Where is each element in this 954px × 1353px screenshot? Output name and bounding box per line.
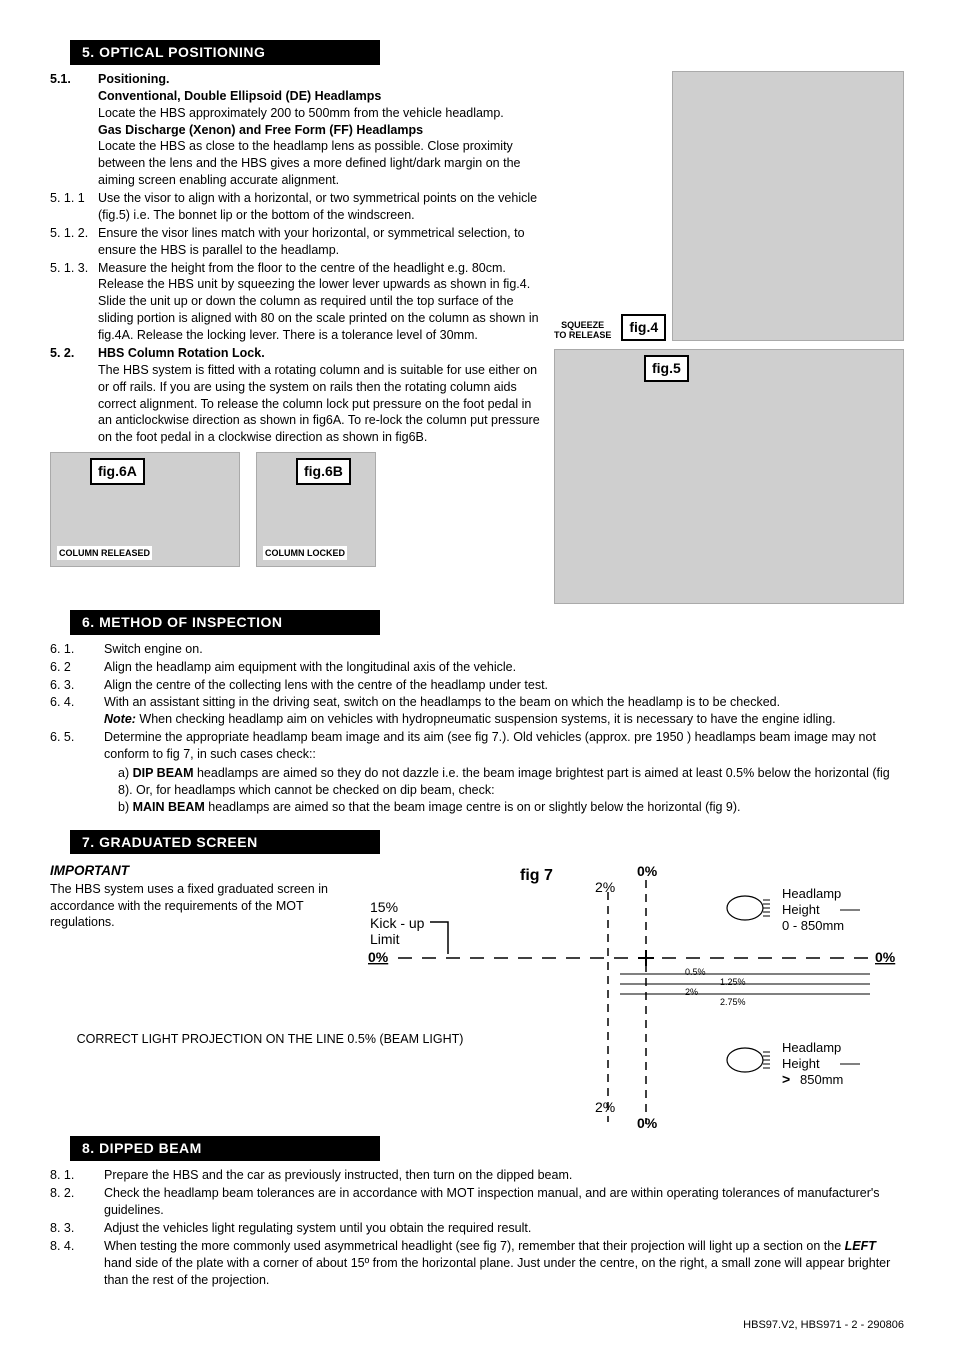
s63-text: Align the centre of the collecting lens … — [104, 677, 904, 694]
fig7-diagram: fig 7 0% 2% 15% Kick - up Limit 0% 0% 0.… — [340, 862, 904, 1132]
section-5-body: 5.1. Positioning. Conventional, Double E… — [50, 71, 904, 604]
s511-text: Use the visor to align with a horizontal… — [98, 190, 540, 224]
page-footer: HBS97.V2, HBS971 - 2 - 290806 — [50, 1318, 904, 1333]
important-label: IMPORTANT — [50, 862, 330, 880]
s52-text: The HBS system is fitted with a rotating… — [98, 362, 540, 446]
s64-note: When checking headlamp aim on vehicles w… — [136, 712, 836, 726]
svg-text:0%: 0% — [637, 863, 658, 879]
svg-text:0%: 0% — [875, 949, 896, 965]
s51-text1: Locate the HBS approximately 200 to 500m… — [98, 105, 540, 122]
s513-text: Measure the height from the floor to the… — [98, 260, 540, 344]
s64-text: With an assistant sitting in the driving… — [104, 695, 780, 709]
s52-num: 5. 2. — [50, 345, 98, 446]
section-6-body: 6. 1.Switch engine on. 6. 2Align the hea… — [50, 641, 904, 816]
s65b: b) MAIN BEAM headlamps are aimed so that… — [118, 799, 904, 816]
section-6-header: 6. METHOD OF INSPECTION — [70, 610, 380, 635]
fig6-row: fig.6A COLUMN RELEASED fig.6B COLUMN LOC… — [50, 452, 540, 567]
s51-title: Positioning. — [98, 71, 540, 88]
important-text: The HBS system uses a fixed graduated sc… — [50, 881, 330, 932]
svg-text:850mm: 850mm — [800, 1072, 843, 1087]
s83-num: 8. 3. — [50, 1220, 104, 1237]
s513-num: 5. 1. 3. — [50, 260, 98, 344]
svg-text:Headlamp: Headlamp — [782, 886, 841, 901]
s65-num: 6. 5. — [50, 729, 104, 763]
s62-num: 6. 2 — [50, 659, 104, 676]
s512-num: 5. 1. 2. — [50, 225, 98, 259]
section-7-header: 7. GRADUATED SCREEN — [70, 830, 380, 855]
s52-title: HBS Column Rotation Lock. — [98, 345, 540, 362]
squeeze-caption: SQUEEZE TO RELEASE — [554, 321, 611, 341]
svg-text:15%: 15% — [370, 899, 398, 915]
section-8-header: 8. DIPPED BEAM — [70, 1136, 380, 1161]
col-locked-caption: COLUMN LOCKED — [263, 546, 347, 560]
fig6a-image: COLUMN RELEASED — [50, 452, 240, 567]
s64-num: 6. 4. — [50, 694, 104, 728]
svg-text:Headlamp: Headlamp — [782, 1040, 841, 1055]
svg-text:2.75%: 2.75% — [720, 997, 746, 1007]
fig6b-label: fig.6B — [296, 458, 351, 485]
svg-text:2%: 2% — [595, 1099, 615, 1115]
s511-num: 5. 1. 1 — [50, 190, 98, 224]
s82-text: Check the headlamp beam tolerances are i… — [104, 1185, 904, 1219]
section-5-header: 5. OPTICAL POSITIONING — [70, 40, 380, 65]
fig5-label: fig.5 — [644, 355, 689, 382]
s61-num: 6. 1. — [50, 641, 104, 658]
s51-sub2: Gas Discharge (Xenon) and Free Form (FF)… — [98, 122, 540, 139]
fig5-image — [554, 349, 904, 604]
s84-num: 8. 4. — [50, 1238, 104, 1289]
section-7-body: IMPORTANT The HBS system uses a fixed gr… — [50, 862, 904, 1132]
s82-num: 8. 2. — [50, 1185, 104, 1219]
svg-text:0%: 0% — [368, 949, 389, 965]
svg-text:0%: 0% — [637, 1115, 658, 1131]
svg-text:2%: 2% — [685, 987, 698, 997]
s51-num: 5.1. — [50, 71, 98, 189]
s51-text2: Locate the HBS as close to the headlamp … — [98, 138, 540, 189]
s65-text: Determine the appropriate headlamp beam … — [104, 729, 904, 763]
s65a: a) DIP BEAM headlamps are aimed so they … — [118, 765, 904, 799]
s81-num: 8. 1. — [50, 1167, 104, 1184]
fig6a-label: fig.6A — [90, 458, 145, 485]
svg-text:Kick - up: Kick - up — [370, 915, 425, 931]
s61-text: Switch engine on. — [104, 641, 904, 658]
s51-sub1: Conventional, Double Ellipsoid (DE) Head… — [98, 88, 540, 105]
svg-text:2%: 2% — [595, 879, 615, 895]
s83-text: Adjust the vehicles light regulating sys… — [104, 1220, 904, 1237]
s64-note-label: Note: — [104, 712, 136, 726]
svg-text:Height: Height — [782, 1056, 820, 1071]
s81-text: Prepare the HBS and the car as previousl… — [104, 1167, 904, 1184]
fig4-image — [672, 71, 904, 341]
svg-text:Height: Height — [782, 902, 820, 917]
s63-num: 6. 3. — [50, 677, 104, 694]
fig4-label: fig.4 — [621, 314, 666, 341]
col-released-caption: COLUMN RELEASED — [57, 546, 152, 560]
s62-text: Align the headlamp aim equipment with th… — [104, 659, 904, 676]
svg-text:1.25%: 1.25% — [720, 977, 746, 987]
svg-text:>: > — [782, 1071, 790, 1087]
svg-text:fig 7: fig 7 — [520, 867, 553, 884]
svg-text:0.5%: 0.5% — [685, 967, 706, 977]
svg-text:Limit: Limit — [370, 931, 400, 947]
s512-text: Ensure the visor lines match with your h… — [98, 225, 540, 259]
svg-text:0 - 850mm: 0 - 850mm — [782, 918, 844, 933]
section-8-body: 8. 1.Prepare the HBS and the car as prev… — [50, 1167, 904, 1288]
s84-text: When testing the more commonly used asym… — [104, 1238, 904, 1289]
